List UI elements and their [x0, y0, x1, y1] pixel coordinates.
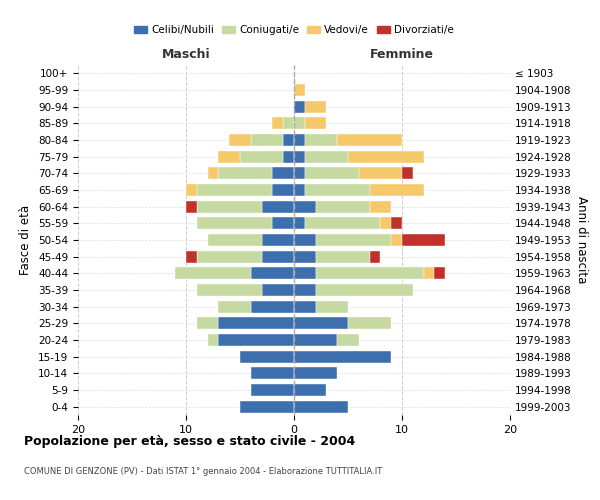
Bar: [197, 218, 272, 230]
Bar: [251, 368, 294, 380]
Bar: [316, 300, 348, 312]
Bar: [337, 134, 402, 146]
Bar: [294, 218, 305, 230]
Bar: [294, 268, 316, 280]
Text: Femmine: Femmine: [370, 48, 434, 62]
Bar: [218, 168, 272, 179]
Bar: [197, 250, 262, 262]
Bar: [197, 318, 218, 330]
Bar: [218, 334, 294, 346]
Bar: [175, 268, 251, 280]
Bar: [262, 234, 294, 246]
Bar: [294, 184, 305, 196]
Bar: [359, 168, 402, 179]
Bar: [391, 218, 402, 230]
Bar: [272, 184, 294, 196]
Text: COMUNE DI GENZONE (PV) - Dati ISTAT 1° gennaio 2004 - Elaborazione TUTTITALIA.IT: COMUNE DI GENZONE (PV) - Dati ISTAT 1° g…: [24, 468, 382, 476]
Bar: [294, 200, 316, 212]
Bar: [240, 350, 294, 362]
Legend: Celibi/Nubili, Coniugati/e, Vedovi/e, Divorziati/e: Celibi/Nubili, Coniugati/e, Vedovi/e, Di…: [130, 21, 458, 40]
Text: Popolazione per età, sesso e stato civile - 2004: Popolazione per età, sesso e stato civil…: [24, 435, 355, 448]
Bar: [402, 168, 413, 179]
Bar: [262, 200, 294, 212]
Bar: [294, 118, 305, 130]
Bar: [186, 184, 197, 196]
Bar: [305, 184, 370, 196]
Bar: [294, 100, 305, 112]
Bar: [370, 184, 424, 196]
Bar: [262, 284, 294, 296]
Bar: [316, 284, 413, 296]
Bar: [272, 218, 294, 230]
Bar: [391, 234, 402, 246]
Bar: [197, 284, 262, 296]
Bar: [218, 318, 294, 330]
Bar: [186, 250, 197, 262]
Bar: [424, 268, 434, 280]
Bar: [305, 218, 380, 230]
Bar: [305, 150, 348, 162]
Bar: [251, 268, 294, 280]
Y-axis label: Anni di nascita: Anni di nascita: [575, 196, 588, 284]
Bar: [251, 134, 283, 146]
Bar: [348, 318, 391, 330]
Bar: [380, 218, 391, 230]
Bar: [348, 150, 424, 162]
Y-axis label: Fasce di età: Fasce di età: [19, 205, 32, 275]
Bar: [294, 134, 305, 146]
Bar: [218, 150, 240, 162]
Bar: [294, 284, 316, 296]
Bar: [305, 118, 326, 130]
Bar: [305, 168, 359, 179]
Bar: [316, 268, 424, 280]
Bar: [283, 118, 294, 130]
Bar: [305, 100, 326, 112]
Bar: [316, 200, 370, 212]
Bar: [294, 84, 305, 96]
Bar: [294, 350, 391, 362]
Bar: [316, 250, 370, 262]
Bar: [294, 168, 305, 179]
Bar: [294, 300, 316, 312]
Bar: [272, 118, 283, 130]
Bar: [316, 234, 391, 246]
Bar: [294, 384, 326, 396]
Bar: [218, 300, 251, 312]
Bar: [240, 400, 294, 412]
Bar: [186, 200, 197, 212]
Bar: [370, 200, 391, 212]
Bar: [251, 384, 294, 396]
Bar: [294, 234, 316, 246]
Bar: [208, 334, 218, 346]
Bar: [294, 150, 305, 162]
Bar: [305, 134, 337, 146]
Bar: [283, 134, 294, 146]
Bar: [208, 168, 218, 179]
Bar: [229, 134, 251, 146]
Bar: [272, 168, 294, 179]
Bar: [283, 150, 294, 162]
Bar: [370, 250, 380, 262]
Bar: [197, 200, 262, 212]
Bar: [434, 268, 445, 280]
Bar: [262, 250, 294, 262]
Bar: [294, 334, 337, 346]
Bar: [240, 150, 283, 162]
Bar: [294, 250, 316, 262]
Bar: [197, 184, 272, 196]
Bar: [402, 234, 445, 246]
Bar: [208, 234, 262, 246]
Bar: [251, 300, 294, 312]
Bar: [294, 318, 348, 330]
Bar: [294, 368, 337, 380]
Bar: [337, 334, 359, 346]
Bar: [294, 400, 348, 412]
Text: Maschi: Maschi: [161, 48, 211, 62]
